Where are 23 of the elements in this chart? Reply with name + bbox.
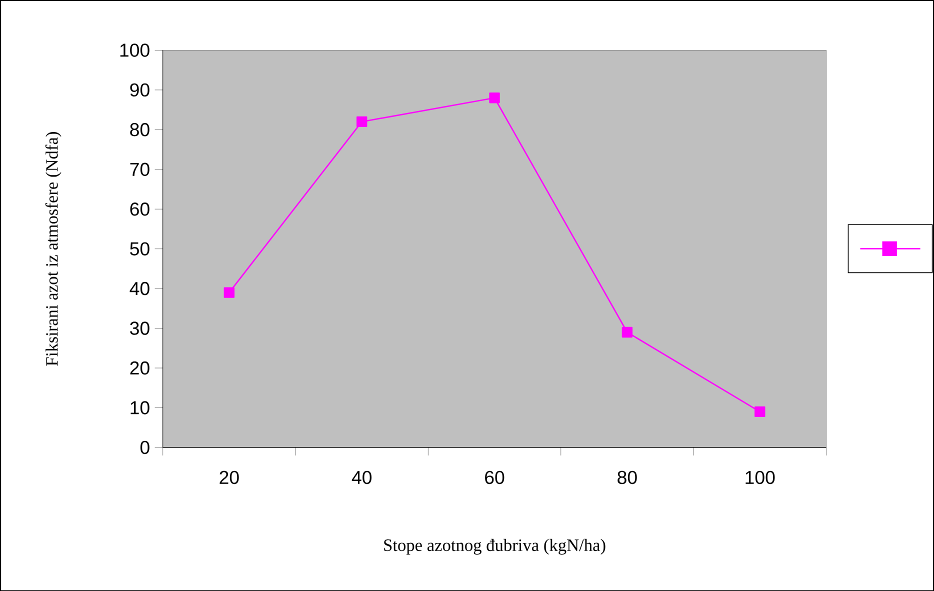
- y-tick-label: 20: [130, 361, 150, 374]
- x-tick-label: 60: [485, 470, 504, 484]
- point: [622, 326, 633, 338]
- point: [754, 406, 766, 417]
- point: [224, 287, 235, 298]
- x-tick-label: 20: [220, 470, 239, 484]
- x-tick-label: 80: [618, 470, 637, 484]
- y-tick-label: 100: [120, 43, 150, 57]
- x-tick-label: 40: [352, 470, 372, 484]
- x-tick-label: 100: [746, 470, 775, 484]
- y-tick-label: 30: [130, 322, 150, 335]
- y-tick-label: 50: [130, 242, 150, 256]
- point: [356, 116, 368, 127]
- point: [489, 92, 500, 104]
- y-tick-label: 60: [130, 202, 150, 216]
- y-tick-label: 90: [130, 83, 150, 96]
- x-axis-title: Stope azotnog đubriva (kgN/ha): [384, 538, 606, 555]
- y-tick-label: 70: [130, 162, 150, 176]
- y-tick-label: 40: [130, 282, 150, 296]
- y-tick-label: 80: [130, 122, 150, 136]
- y-axis-title: Fiksirani azot iz atmosfere (Ndfa): [45, 132, 62, 366]
- y-tick-label: 10: [130, 400, 150, 414]
- y-tick-label: 0: [140, 440, 150, 454]
